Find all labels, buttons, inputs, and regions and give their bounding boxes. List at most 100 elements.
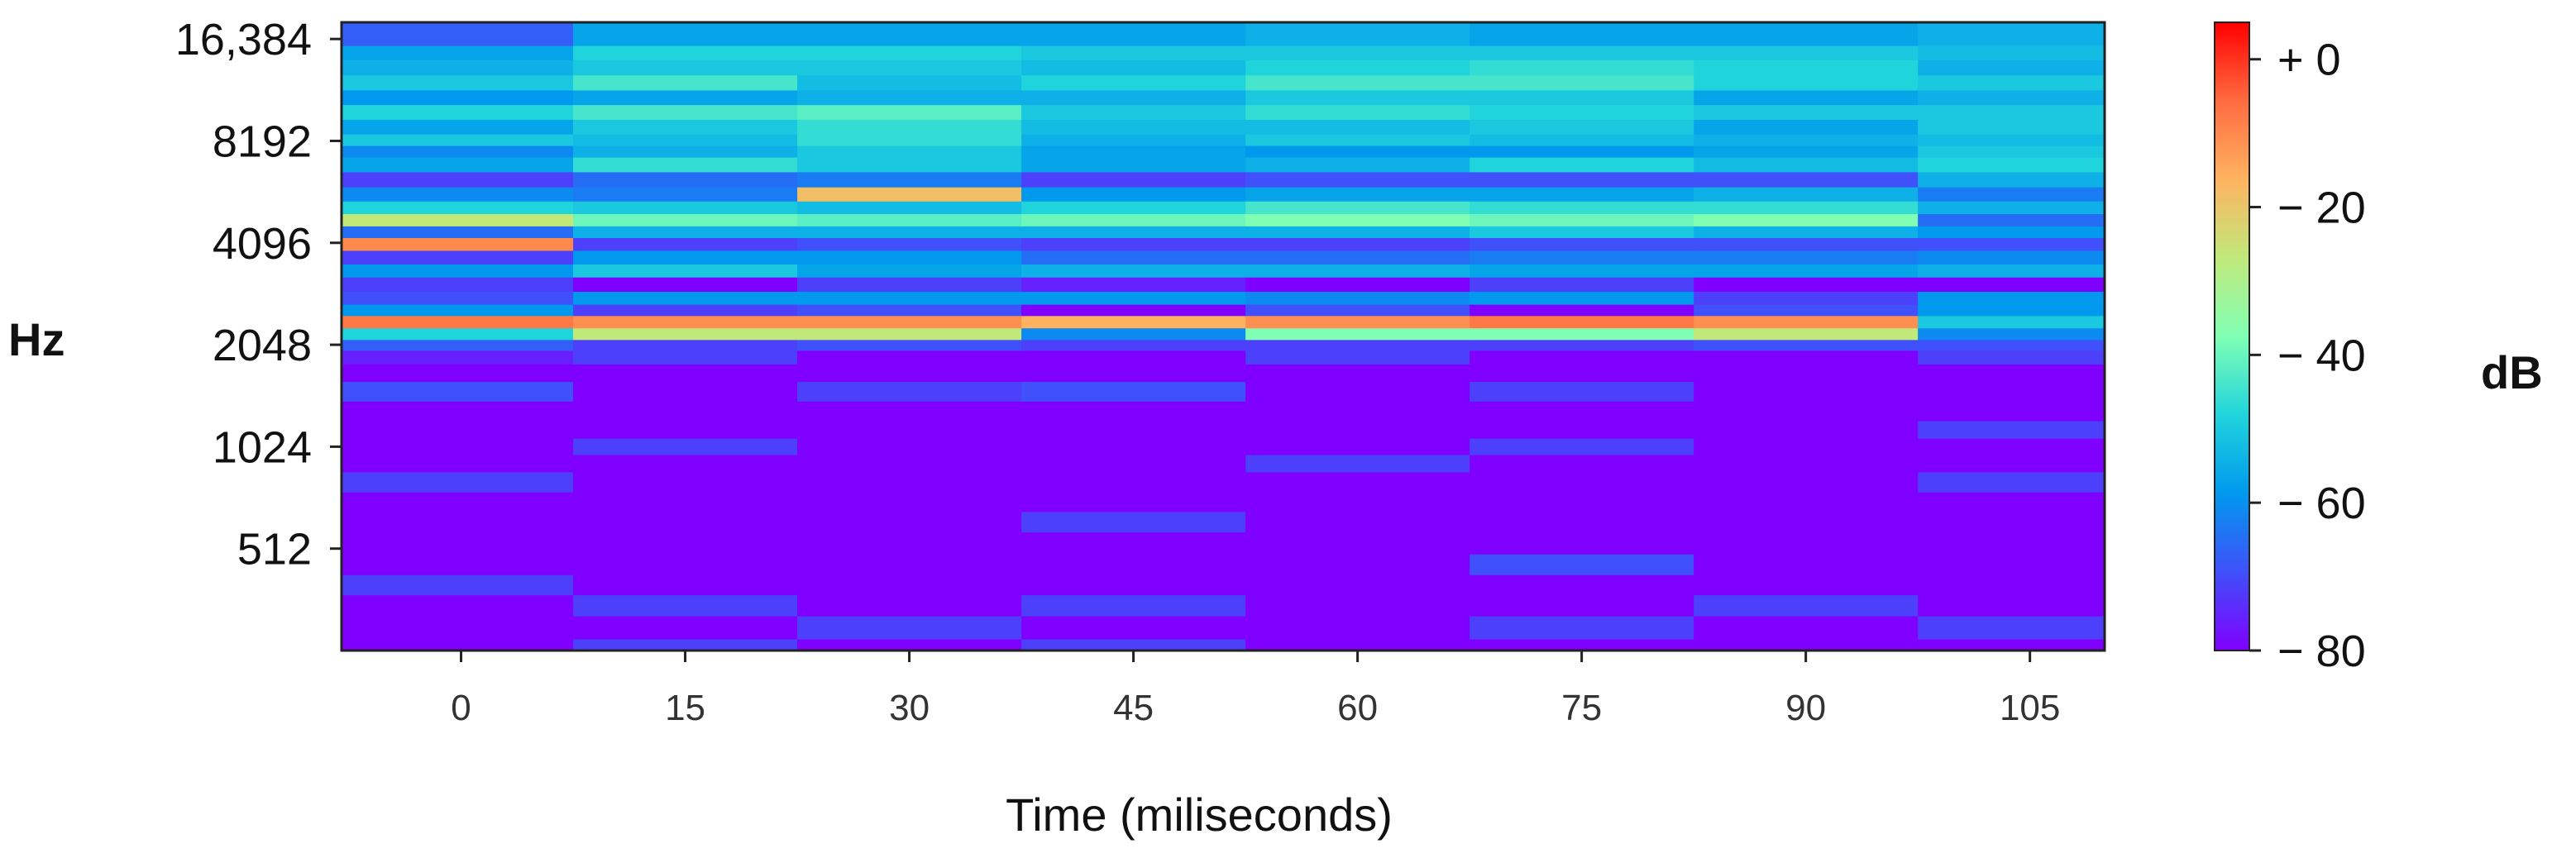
- heatmap-cell: [1021, 171, 1246, 188]
- heatmap-cell: [342, 531, 574, 555]
- heatmap-cell: [1694, 156, 1919, 173]
- heatmap-cell: [342, 250, 574, 265]
- heatmap-cell: [1470, 104, 1694, 120]
- y-tick-label: 8192: [213, 117, 312, 166]
- heatmap-cell: [1918, 315, 2105, 329]
- heatmap-cell: [573, 89, 798, 106]
- heatmap-cell: [1021, 350, 1246, 365]
- heatmap-cell: [573, 401, 798, 422]
- heatmap-cell: [342, 350, 574, 365]
- heatmap-cell: [797, 250, 1022, 265]
- heatmap-cell: [1918, 45, 2105, 60]
- heatmap-cell: [1470, 554, 1694, 575]
- heatmap-cell: [1021, 60, 1246, 76]
- heatmap-cell: [1470, 401, 1694, 422]
- heatmap-cell: [1918, 291, 2105, 305]
- heatmap-cell: [1021, 264, 1246, 278]
- heatmap-cell: [573, 226, 798, 239]
- heatmap-cell: [342, 264, 574, 278]
- heatmap-cell: [1694, 594, 1919, 617]
- heatmap-cell: [573, 60, 798, 76]
- heatmap-cell: [342, 339, 574, 351]
- heatmap-cell: [797, 277, 1022, 292]
- heatmap-cell: [342, 119, 574, 135]
- heatmap-cell: [1021, 381, 1246, 402]
- heatmap-cell: [1470, 594, 1694, 617]
- heatmap-cell: [342, 89, 574, 106]
- heatmap-cell: [797, 60, 1022, 76]
- heatmap-cell: [342, 420, 574, 439]
- heatmap-cell: [573, 134, 798, 146]
- heatmap-cell: [1021, 45, 1246, 60]
- heatmap-cell: [797, 492, 1022, 512]
- heatmap-cell: [1470, 381, 1694, 402]
- heatmap-cell: [573, 364, 798, 382]
- heatmap-cell: [1470, 315, 1694, 329]
- heatmap-cell: [797, 74, 1022, 91]
- heatmap-cell: [797, 134, 1022, 146]
- heatmap-cell: [342, 45, 574, 60]
- heatmap-cell: [797, 187, 1022, 202]
- heatmap-cell: [1470, 327, 1694, 341]
- heatmap-cell: [1245, 45, 1470, 60]
- heatmap-cell: [1245, 554, 1470, 575]
- heatmap-cell: [573, 156, 798, 173]
- heatmap-cell: [797, 201, 1022, 215]
- heatmap-cell: [1245, 119, 1470, 135]
- y-tick-label: 2048: [213, 321, 312, 370]
- heatmap-cell: [1918, 213, 2105, 226]
- heatmap-cell: [573, 471, 798, 493]
- heatmap-cell: [1694, 616, 1919, 640]
- heatmap-cell: [797, 156, 1022, 173]
- heatmap-cell: [1918, 134, 2105, 146]
- colorbar: [2214, 21, 2250, 651]
- colorbar-tick-label: + 0: [2277, 36, 2341, 85]
- heatmap-cell: [1021, 250, 1246, 265]
- heatmap-cell: [1470, 264, 1694, 278]
- heatmap-cell: [1021, 89, 1246, 106]
- heatmap-cell: [1694, 420, 1919, 439]
- heatmap-cell: [1245, 327, 1470, 341]
- heatmap-cell: [1021, 213, 1246, 226]
- heatmap-cell: [1245, 291, 1470, 305]
- heatmap-cell: [1021, 315, 1246, 329]
- heatmap-cell: [573, 350, 798, 365]
- heatmap-cell: [1245, 438, 1470, 455]
- heatmap-cell: [1021, 574, 1246, 596]
- heatmap-cell: [1021, 327, 1246, 341]
- heatmap-cell: [1021, 492, 1246, 512]
- heatmap-cell: [1918, 156, 2105, 173]
- heatmap-cell: [1470, 574, 1694, 596]
- heatmap-cell: [573, 74, 798, 91]
- heatmap-cell: [1021, 226, 1246, 239]
- heatmap-cell: [1470, 45, 1694, 60]
- heatmap-cell: [1470, 171, 1694, 188]
- heatmap-cell: [1021, 201, 1246, 215]
- heatmap-cell: [1694, 315, 1919, 329]
- heatmap-cell: [573, 574, 798, 596]
- heatmap-cell: [1245, 364, 1470, 382]
- heatmap-cell: [1918, 119, 2105, 135]
- heatmap-cell: [1470, 454, 1694, 473]
- heatmap-cell: [573, 237, 798, 251]
- heatmap-cell: [1021, 304, 1246, 317]
- heatmap-cell: [342, 171, 574, 188]
- heatmap-cell: [1694, 45, 1919, 60]
- heatmap-cell: [1021, 438, 1246, 455]
- heatmap-cell: [797, 420, 1022, 439]
- heatmap-cell: [1918, 574, 2105, 596]
- heatmap-cell: [1245, 213, 1470, 226]
- heatmap-cell: [1021, 187, 1246, 202]
- heatmap-cell: [1245, 250, 1470, 265]
- heatmap-cell: [1918, 226, 2105, 239]
- heatmap-cell: [1918, 339, 2105, 351]
- heatmap-cell: [1021, 531, 1246, 555]
- heatmap-cell: [797, 511, 1022, 533]
- heatmap-cell: [797, 119, 1022, 135]
- heatmap-cell: [797, 304, 1022, 317]
- heatmap-cell: [342, 104, 574, 120]
- heatmap-cell: [342, 213, 574, 226]
- heatmap-cell: [1918, 187, 2105, 202]
- heatmap-cell: [1021, 554, 1246, 575]
- heatmap-cell: [1470, 156, 1694, 173]
